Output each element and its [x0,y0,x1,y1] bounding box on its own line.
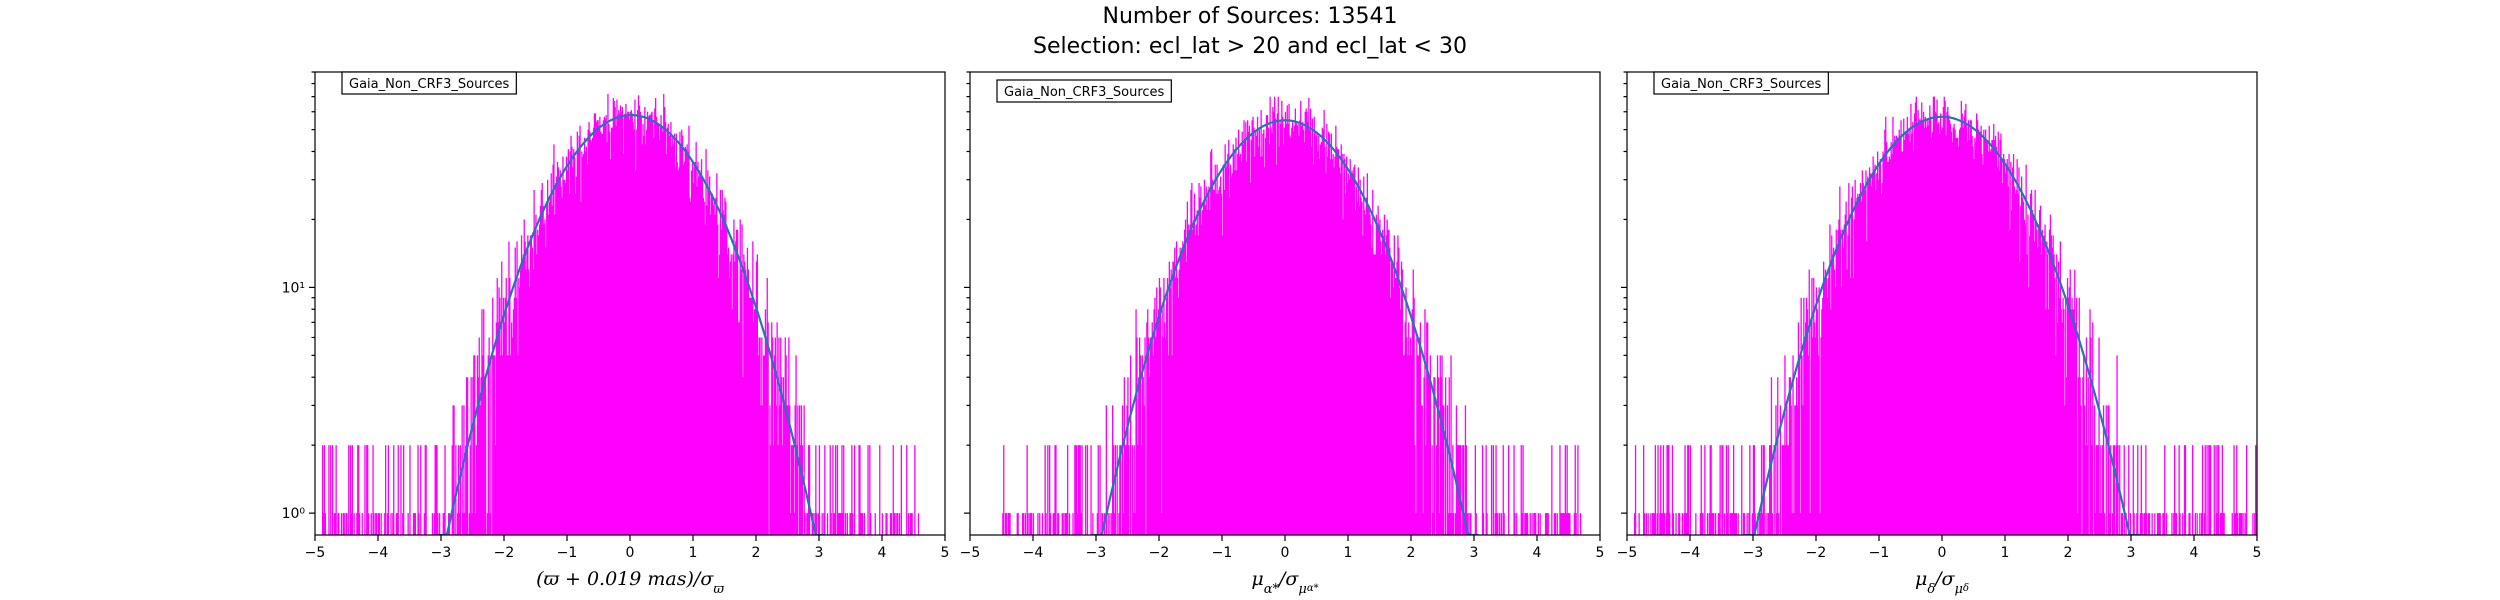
x-tick-label: −3 [1743,545,1764,561]
x-tick-label: 3 [2127,545,2136,561]
x-tick-label: 3 [815,545,824,561]
x-tick-label: −4 [1680,545,1701,561]
legend: Gaia_Non_CRF3_Sources [996,79,1172,103]
x-tick-label: 2 [2064,545,2073,561]
x-tick-label: 4 [878,545,887,561]
legend-label: Gaia_Non_CRF3_Sources [1004,85,1165,100]
legend-box [341,71,517,95]
histogram-series [1002,96,1582,535]
panel-pmra: −5 −4 −3 −2 −1 0 1 2 3 4 5 Gaia_Non_CRF3_Sources μα*… [960,71,1605,597]
x-tick-label: −3 [431,545,452,561]
x-tick-label: 2 [752,545,761,561]
x-tick-label: −4 [368,545,389,561]
legend-box [1653,71,1829,95]
x-tick-label: −1 [557,545,578,561]
x-tick-label: 4 [2190,545,2199,561]
x-axis-label: μα*/σμα* [1251,568,1318,597]
legend: Gaia_Non_CRF3_Sources [341,71,517,95]
x-tick-label: 1 [1344,545,1353,561]
x-tick-label: 1 [689,545,698,561]
x-tick-label: −5 [305,545,326,561]
x-tick-label: −5 [960,545,981,561]
x-tick-label: 0 [1938,545,1947,561]
x-axis-label: μδ/σμδ [1915,568,1969,597]
x-tick-label: 3 [1470,545,1479,561]
x-tick-label: 5 [1596,545,1605,561]
x-tick-label: 0 [626,545,635,561]
panel-pmdec: −5 −4 −3 −2 −1 0 1 2 3 4 5 Gaia_Non_CRF3_Sources μδ/… [1617,71,2262,597]
y-tick-label: 10¹ [282,280,305,296]
legend-box [996,79,1172,103]
figure-title: Number of Sources: 13541 [1102,4,1398,29]
x-tick-label: 0 [1281,545,1290,561]
gaussian-fit-curve [1091,119,1479,535]
figure-subtitle: Selection: ecl_lat > 20 and ecl_lat < 30 [1033,34,1467,59]
x-tick-label: 1 [2001,545,2010,561]
x-tick-label: −1 [1869,545,1890,561]
legend-label: Gaia_Non_CRF3_Sources [349,77,510,92]
legend: Gaia_Non_CRF3_Sources [1653,71,1829,95]
x-tick-label: 2 [1407,545,1416,561]
panel-parallax: −5 −4 −3 −2 −1 0 1 2 3 4 5 10⁰ 10¹ Gaia_Non_CRF3_Sour… [282,71,950,597]
histogram-series [1634,96,2257,535]
x-tick-label: 5 [2253,545,2262,561]
gaussian-fit-curve [436,113,826,535]
x-tick-label: −1 [1212,545,1233,561]
y-tick-label: 10⁰ [282,506,306,522]
x-tick-label: −2 [1149,545,1170,561]
x-tick-label: −2 [494,545,515,561]
histogram-series [321,93,920,535]
x-tick-label: −5 [1617,545,1638,561]
x-tick-label: −2 [1806,545,1827,561]
x-tick-label: −3 [1086,545,1107,561]
x-tick-label: 5 [941,545,950,561]
x-tick-label: 4 [1533,545,1542,561]
legend-label: Gaia_Non_CRF3_Sources [1661,77,1822,92]
x-axis-label: (ϖ + 0.019 mas)/σϖ [536,568,724,597]
gaussian-fit-curve [1743,115,2141,535]
x-tick-label: −4 [1023,545,1044,561]
